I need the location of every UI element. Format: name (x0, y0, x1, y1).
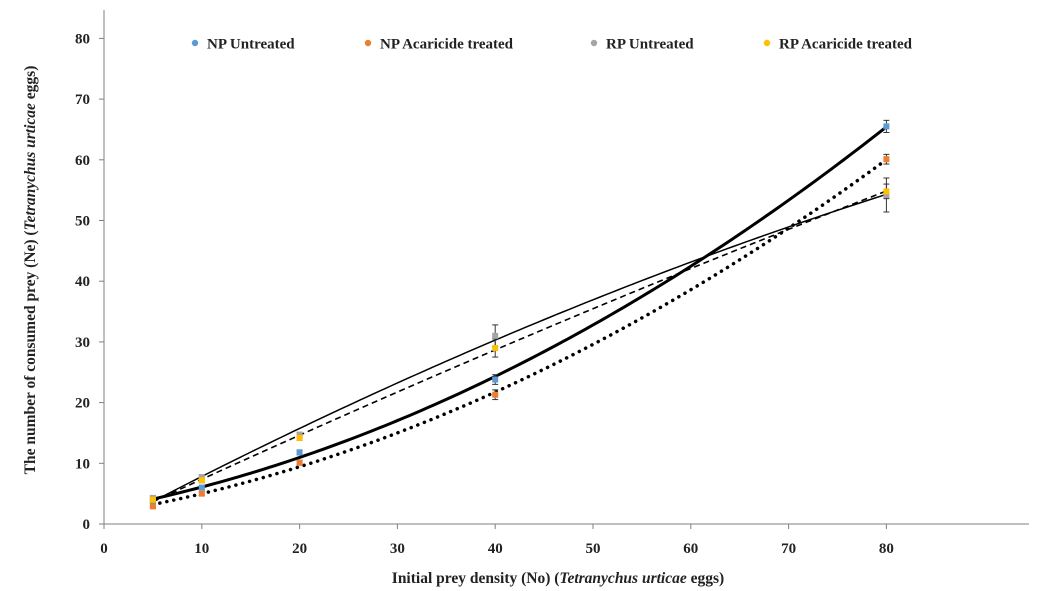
x-tick-label: 70 (781, 541, 796, 557)
legend-marker (590, 39, 598, 47)
data-point (492, 391, 499, 398)
data-point (149, 503, 156, 510)
trendline-3 (152, 193, 887, 503)
x-tick-label: 40 (488, 541, 503, 557)
data-point (883, 156, 890, 163)
data-point (296, 434, 303, 441)
legend-marker (763, 39, 771, 47)
axes: 0 10 20 30 40 50 60 70 80 0 10 20 30 40 50 60 70 80 (75, 10, 1029, 557)
y-tick-label: 30 (75, 335, 90, 351)
x-tick-label: 50 (586, 541, 601, 557)
y-tick-label: 60 (75, 153, 90, 169)
axis-title-part: Initial prey density (No) ( (392, 570, 560, 587)
axis-title-part: The number of consumed prey (Ne) ( (22, 230, 39, 474)
y-tick-label: 40 (75, 274, 90, 290)
y-tick-label: 0 (83, 517, 91, 533)
legend: NP Untreated NP Acaricide treated RP Untre… (191, 37, 913, 53)
legend-marker (191, 39, 199, 47)
x-tick-label: 60 (683, 541, 698, 557)
legend-label: NP Untreated (207, 37, 295, 53)
data-point (296, 431, 303, 438)
data-point (492, 332, 499, 339)
y-tick-label: 80 (75, 31, 90, 47)
data-point (198, 474, 205, 481)
x-axis-title: Initial prey density (No) (Tetranychus u… (392, 570, 724, 587)
data-point (296, 459, 303, 466)
x-tick-label: 80 (879, 541, 894, 557)
axis-title-part: eggs) (687, 570, 724, 587)
trendline-4 (152, 190, 887, 503)
species-name: Tetranychus urticae (559, 570, 686, 587)
legend-label: NP Acaricide treated (380, 37, 514, 53)
y-tick-label: 10 (75, 456, 90, 472)
data-point (883, 123, 890, 130)
trendline-1 (152, 125, 888, 501)
x-tick-label: 10 (194, 541, 209, 557)
species-name: Tetranychus urticae (22, 103, 39, 230)
legend-marker (364, 39, 372, 47)
y-axis-title: The number of consumed prey (Ne) (Tetran… (22, 66, 39, 475)
data-point (198, 477, 205, 484)
legend-label: RP Untreated (606, 37, 694, 53)
data-point (883, 188, 890, 195)
trendlines (151, 125, 889, 507)
y-tick-label: 50 (75, 214, 90, 230)
data-point (492, 344, 499, 351)
data-point (492, 376, 499, 383)
axis-title-part: eggs) (22, 66, 39, 103)
x-tick-label: 30 (390, 541, 405, 557)
legend-label: RP Acaricide treated (779, 37, 913, 53)
data-point (198, 490, 205, 497)
x-tick-label: 0 (100, 541, 108, 557)
data-points (149, 123, 890, 510)
y-tick-label: 20 (75, 396, 90, 412)
data-point (198, 484, 205, 491)
data-point (883, 192, 890, 199)
data-point (296, 449, 303, 456)
trendline-2 (151, 157, 889, 507)
y-tick-label: 70 (75, 92, 90, 108)
x-tick-label: 20 (292, 541, 307, 557)
data-point (149, 496, 156, 503)
